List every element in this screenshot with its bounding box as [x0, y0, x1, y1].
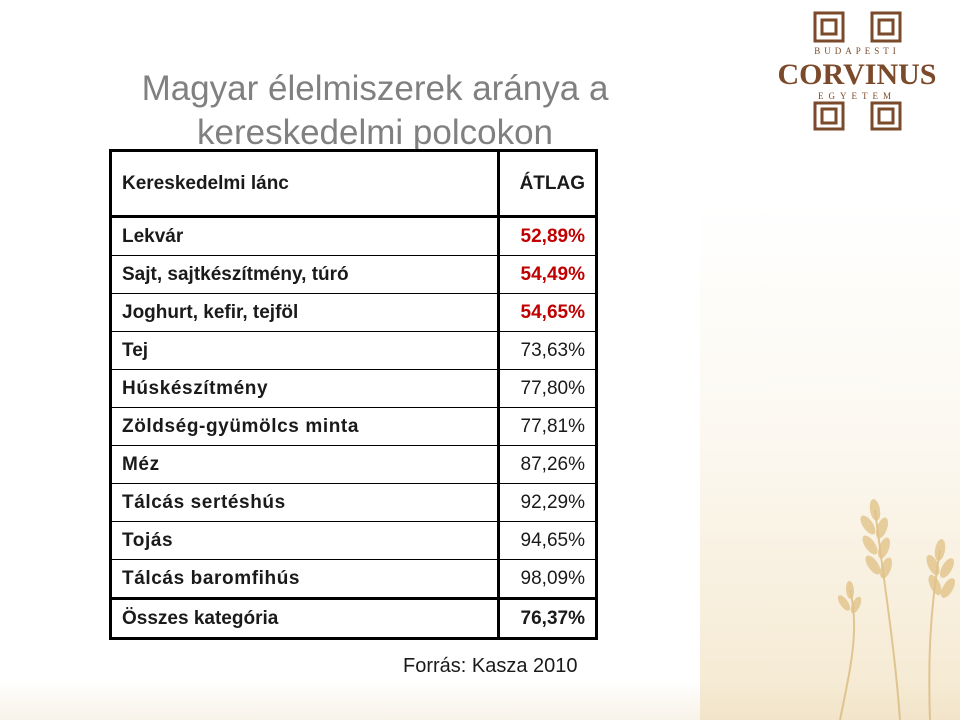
row-value: 98,09%: [498, 559, 597, 599]
row-category: Tálcás sertéshús: [110, 483, 500, 522]
logo-top-text: BUDAPESTI: [814, 46, 900, 56]
row-category: Sajt, sajtkészítmény, túró: [110, 255, 500, 294]
row-category: Tojás: [110, 521, 500, 560]
header-category: Kereskedelmi lánc: [110, 150, 500, 217]
row-value: 54,49%: [498, 255, 597, 294]
row-value: 77,81%: [498, 407, 597, 446]
row-value: 52,89%: [498, 216, 597, 256]
row-category: Lekvár: [110, 216, 500, 256]
row-value: 94,65%: [498, 521, 597, 560]
row-category: Méz: [110, 445, 500, 484]
table-row: Sajt, sajtkészítmény, túró 54,49%: [110, 255, 597, 294]
row-category: Joghurt, kefir, tejföl: [110, 293, 500, 332]
title-line-2: kereskedelmi polcokon: [196, 113, 553, 153]
table-row: Joghurt, kefir, tejföl 54,65%: [110, 293, 597, 332]
table-row: Tej 73,63%: [110, 331, 597, 370]
row-value: 54,65%: [498, 293, 597, 332]
table-header-row: Kereskedelmi lánc ÁTLAG: [110, 150, 597, 217]
row-category: Zöldség-gyümölcs minta: [110, 407, 500, 446]
total-category: Összes kategória: [110, 598, 500, 639]
share-table: Kereskedelmi lánc ÁTLAG Lekvár 52,89% Sa…: [109, 149, 598, 640]
corvinus-logo: BUDAPESTI CORVINUS EGYETEM: [778, 11, 937, 131]
wheat-illustration: [837, 499, 955, 720]
wheat-background: [700, 200, 960, 720]
row-value: 92,29%: [498, 483, 597, 522]
table-row: Lekvár 52,89%: [110, 216, 597, 256]
logo-ornament: [813, 11, 902, 131]
row-category: Tej: [110, 331, 500, 370]
table-total-row: Összes kategória 76,37%: [110, 598, 597, 639]
table-row: Tojás 94,65%: [110, 521, 597, 560]
table-row: Zöldség-gyümölcs minta 77,81%: [110, 407, 597, 446]
title-line-1: Magyar élelmiszerek aránya a: [141, 69, 609, 109]
table-row: Tálcás baromfihús 98,09%: [110, 559, 597, 599]
table-row: Méz 87,26%: [110, 445, 597, 484]
logo-main-text: CORVINUS: [778, 58, 937, 91]
source-note: Forrás: Kasza 2010: [403, 655, 578, 677]
row-value: 87,26%: [498, 445, 597, 484]
table-row: Tálcás sertéshús 92,29%: [110, 483, 597, 522]
logo-bottom-text: EGYETEM: [818, 91, 896, 101]
total-value: 76,37%: [498, 598, 597, 639]
row-category: Tálcás baromfihús: [110, 559, 500, 599]
row-value: 73,63%: [498, 331, 597, 370]
row-category: Húskészítmény: [110, 369, 500, 408]
row-value: 77,80%: [498, 369, 597, 408]
header-value: ÁTLAG: [498, 150, 597, 217]
bottom-gradient: [0, 680, 960, 720]
slide-title: Magyar élelmiszerek aránya a kereskedelm…: [95, 67, 655, 155]
table-row: Húskészítmény 77,80%: [110, 369, 597, 408]
